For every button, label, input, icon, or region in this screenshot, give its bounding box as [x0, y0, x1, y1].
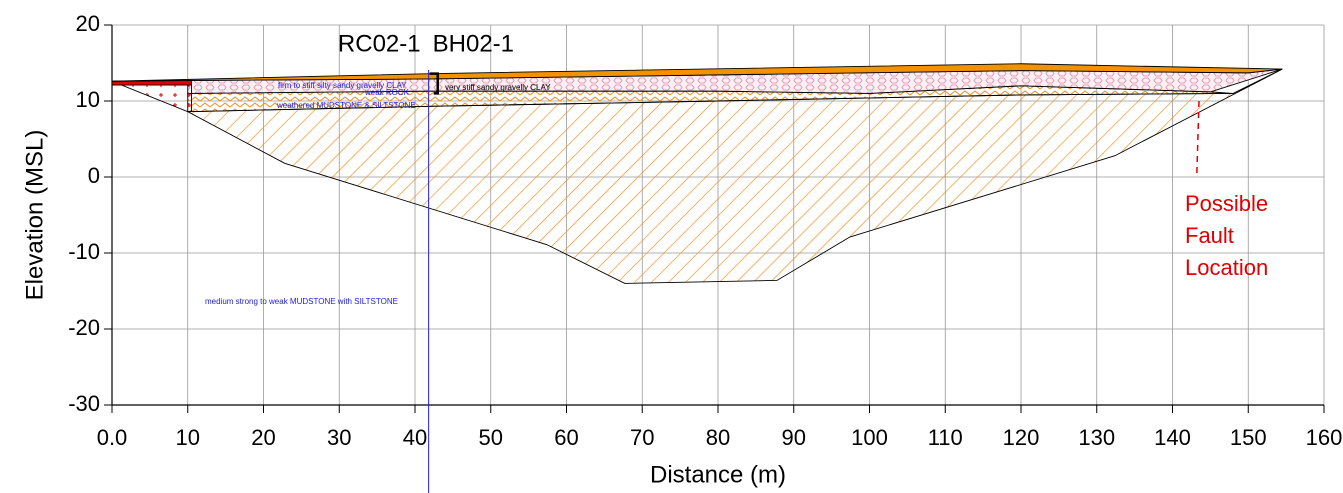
x-tick-label: 10	[176, 425, 200, 450]
borehole-label: BH02-1	[433, 30, 514, 57]
strata-label: medium strong to weak MUDSTONE with SILT…	[205, 297, 398, 306]
x-tick-label: 140	[1154, 425, 1191, 450]
strata-label: very stiff sandy gravelly CLAY	[445, 83, 551, 92]
y-tick-label: -20	[68, 315, 100, 340]
fault-label: Fault	[1185, 223, 1234, 248]
x-tick-label: 60	[554, 425, 578, 450]
x-tick-label: 40	[403, 425, 427, 450]
x-tick-label: 0.0	[97, 425, 128, 450]
x-tick-label: 70	[630, 425, 654, 450]
layer	[111, 63, 1283, 82]
fault-label: Possible	[1185, 191, 1268, 216]
x-tick-label: 120	[1003, 425, 1040, 450]
y-axis-title: Elevation (MSL)	[21, 130, 48, 301]
strata-label: weak ROCK	[364, 88, 410, 97]
x-tick-label: 100	[851, 425, 888, 450]
x-tick-label: 20	[251, 425, 275, 450]
x-tick-label: 130	[1078, 425, 1115, 450]
y-tick-label: 20	[76, 11, 100, 36]
x-tick-label: 90	[782, 425, 806, 450]
x-axis-title: Distance (m)	[650, 461, 786, 488]
x-tick-label: 110	[928, 425, 963, 450]
strata-label: weathered MUDSTONE & SILTSTONE	[276, 101, 416, 110]
x-tick-label: 30	[327, 425, 351, 450]
fault-line	[1195, 100, 1200, 178]
y-tick-label: -10	[68, 239, 100, 264]
y-tick-label: 10	[76, 87, 100, 112]
borehole-label: RC02-1	[338, 30, 421, 57]
y-tick-label: 0	[88, 163, 100, 188]
y-tick-label: -30	[68, 391, 100, 416]
x-tick-label: 50	[479, 425, 503, 450]
x-tick-label: 80	[706, 425, 730, 450]
borehole-log	[429, 72, 439, 95]
x-tick-label: 150	[1230, 425, 1267, 450]
fault-label: Location	[1185, 255, 1268, 280]
strata-label: firm to stiff silty sandy gravelly CLAY	[278, 81, 407, 90]
x-tick-label: 160	[1306, 425, 1343, 450]
